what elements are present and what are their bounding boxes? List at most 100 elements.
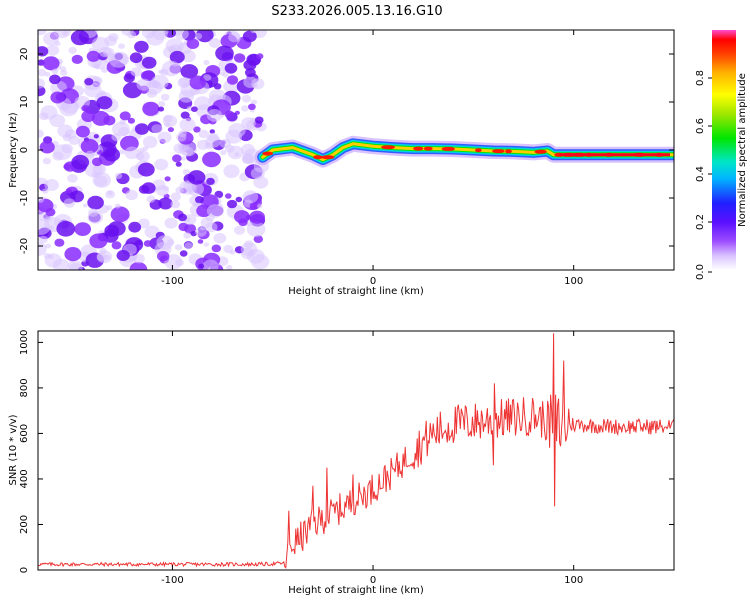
noise-blob [235,196,243,203]
noise-blob [140,70,153,81]
noise-blob [196,30,214,43]
noise-blob [223,244,234,254]
noise-blob [138,218,150,229]
noise-blob [49,114,66,128]
noise-blob [220,149,227,156]
colorbar: 0.0 0.2 0.4 0.6 0.8 Normalized spectral ampl… [695,30,748,280]
noise-blob [198,129,209,139]
noise-blob [249,202,259,210]
noise-blob [42,157,52,165]
snr-ytick-label: 0 [19,567,30,573]
noise-blob [233,53,246,63]
noise-blob [203,242,209,247]
noise-blob [54,238,65,247]
noise-blob [205,222,218,233]
noise-blob [65,188,73,194]
noise-blob [167,127,174,133]
noise-blob [74,222,91,237]
ridge-peak [413,146,424,151]
noise-blob [202,259,219,270]
figure-title: S233.2026.005.13.16.G10 [271,4,442,19]
snr-series-line [38,333,674,569]
snr-ytick-label: 400 [19,469,30,488]
noise-blob [196,204,212,218]
spectrogram-ytick-label: 20 [19,48,30,61]
noise-blob [164,122,171,128]
noise-blob [157,131,172,143]
spectrogram-ytick-label: 10 [19,96,30,109]
noise-blob [63,198,76,208]
spectrogram-xtick-label: 100 [564,276,583,287]
noise-blob [38,78,45,89]
spectrogram-xtick-label: 0 [370,276,376,287]
colorbar-ticks: 0.0 0.2 0.4 0.6 0.8 [695,70,712,280]
noise-blob [249,210,265,224]
noise-blob [129,52,143,63]
noise-blob [125,189,138,201]
noise-blob [234,225,245,235]
noise-blob [189,75,206,90]
snr-xtick-label: -100 [161,575,184,586]
noise-blob [109,52,128,68]
noise-blob [71,154,90,170]
noise-blob [44,179,59,191]
noise-blob [135,239,142,246]
noise-blob [127,117,135,124]
noise-blob [198,263,205,269]
noise-blob [180,156,186,161]
noise-blob [70,190,85,203]
noise-blob [172,154,182,163]
noise-blob [206,177,215,185]
noise-blob [39,140,55,154]
noise-blob [151,124,163,134]
noise-blob [161,60,181,77]
noise-blob [184,242,193,250]
colorbar-tick-label: 0.6 [695,118,706,134]
noise-blob [162,30,169,35]
noise-blob [59,66,67,72]
noise-blob [174,30,189,40]
ridge-peak [381,145,395,150]
noise-blob [215,45,234,61]
noise-blob [194,32,203,40]
noise-blob [87,195,104,210]
noise-blob [123,73,135,83]
noise-blob [38,235,48,244]
noise-blob [104,224,120,237]
noise-blob [241,154,254,164]
noise-blob [86,50,101,62]
colorbar-tick-label: 0.2 [695,214,706,230]
noise-blob [248,103,256,111]
noise-blob [81,110,96,123]
noise-blob [245,68,256,78]
noise-blob [157,251,170,262]
noise-blob [112,121,130,137]
noise-blob [155,185,169,196]
noise-blob [225,193,232,199]
ridge-peak [423,146,433,151]
noise-blob [127,30,137,39]
noise-blob [46,44,60,56]
noise-blob [226,75,239,85]
noise-blob [157,106,165,112]
noise-blob [91,76,103,86]
noise-blob [94,63,101,69]
spectrogram-ylabel: Frequency (Hz) [8,112,19,188]
noise-blob [67,174,78,183]
noise-blob [157,101,166,108]
noise-blob [130,67,142,77]
noise-blob [179,118,196,132]
noise-blob [256,204,263,209]
noise-blob [53,30,72,39]
noise-blob [71,54,83,64]
spectrogram-ytick-label: 0 [19,147,30,153]
noise-blob [227,145,244,160]
noise-blob [164,176,171,182]
noise-blob [206,109,223,122]
spectrogram-xlabel: Height of straight line (km) [288,286,424,297]
spectrogram-ridge [254,135,674,168]
noise-blob [234,210,250,224]
noise-blob [250,99,258,105]
ridge-peak [441,146,455,151]
